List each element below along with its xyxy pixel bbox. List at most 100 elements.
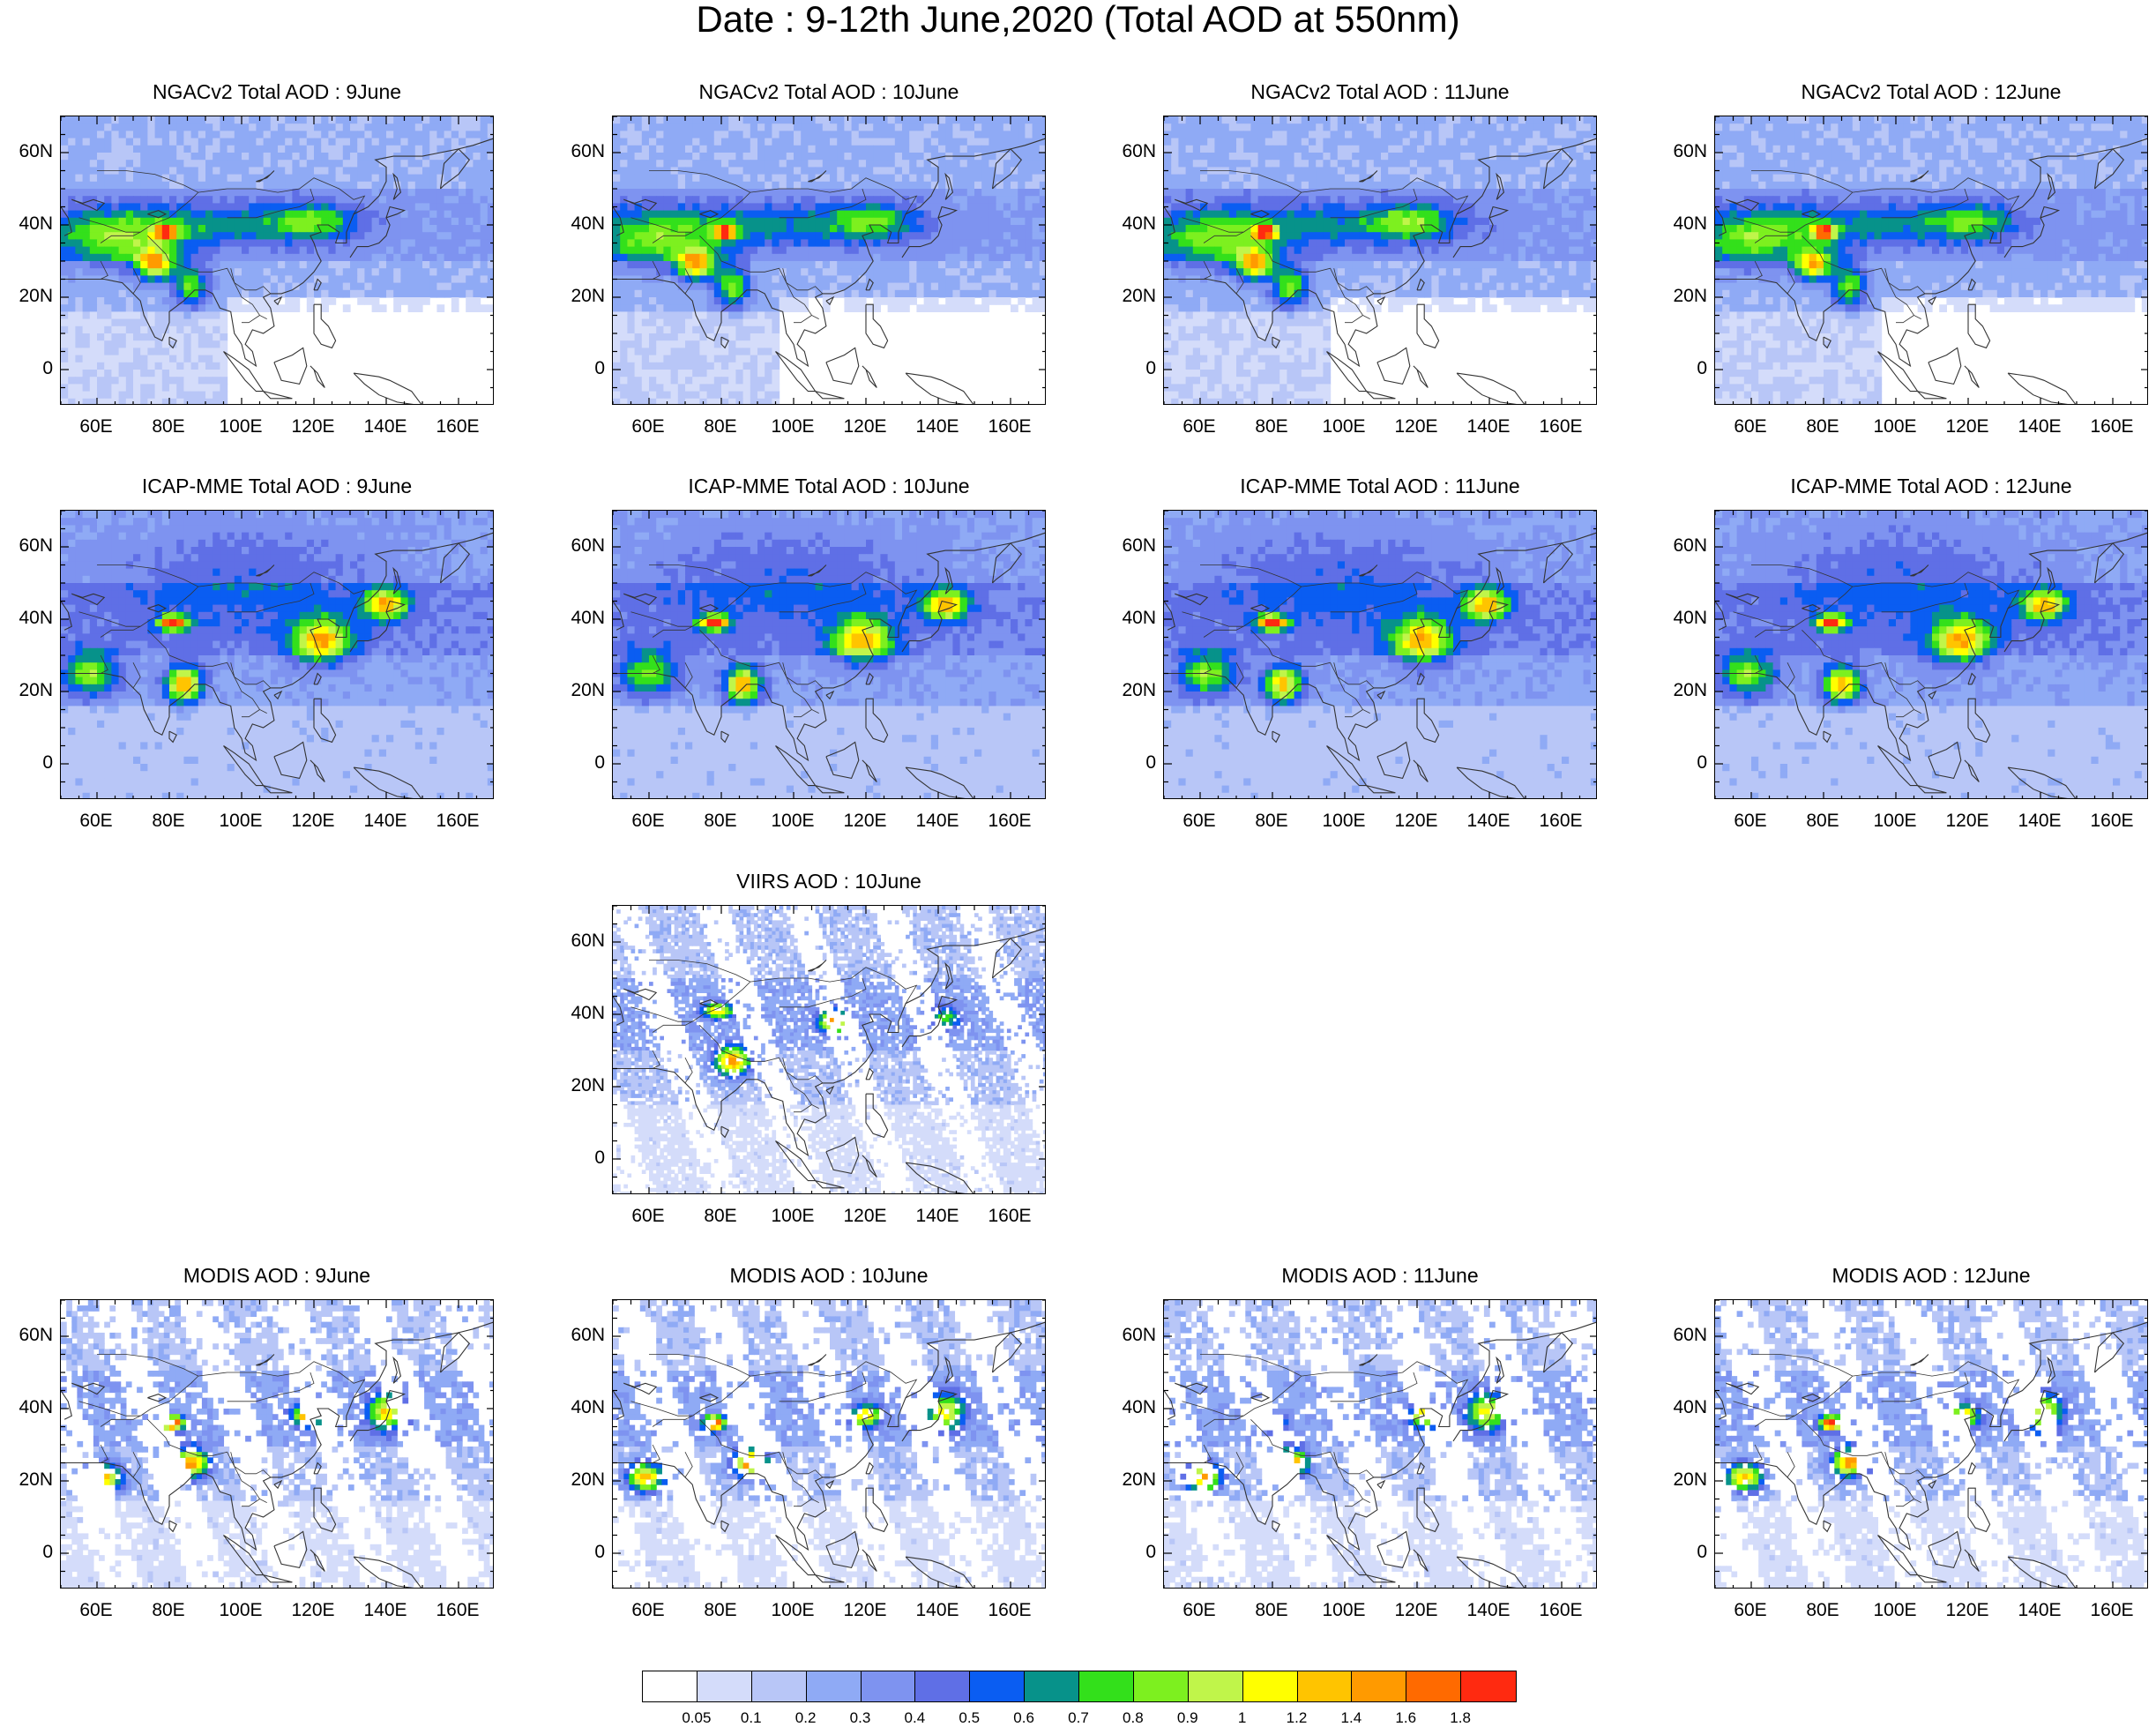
aod-cell [422,131,430,139]
aod-cell [350,268,358,276]
aod-cell [735,131,744,139]
aod-cell [959,217,968,226]
aod-cell [1395,196,1404,204]
aod-cell [1011,282,1018,291]
aod-cell [844,217,853,226]
aod-cell [830,246,838,255]
aod-cell [371,261,380,269]
aod-cell [620,297,628,305]
aod-cell [735,167,744,176]
aod-cell [786,239,795,248]
aod-cell [887,189,896,197]
aod-cell [1192,174,1201,183]
aod-cell [699,355,708,363]
aod-cell [966,189,975,197]
aod-cell [844,189,853,197]
aod-cell [685,261,693,269]
aod-cell [938,167,946,176]
aod-cell [198,318,206,327]
aod-cell [75,189,84,197]
aod-cell [750,160,758,168]
aod-cell [140,384,148,392]
aod-cell [728,289,736,298]
aod-cell [161,167,170,176]
aod-cell [1453,153,1461,161]
aod-cell [1192,210,1201,219]
aod-cell [125,370,134,378]
aod-cell [480,232,489,240]
aod-cell [183,145,192,153]
aod-cell [176,116,184,124]
aod-cell [278,153,286,161]
aod-cell [613,253,621,262]
country-border [652,231,693,243]
aod-cell [627,282,636,291]
aod-cell [234,181,242,190]
aod-cell [1453,116,1461,124]
aod-cell [656,196,664,204]
aod-cell [808,131,817,139]
aod-cell [1294,145,1302,153]
aod-cell [1467,153,1476,161]
aod-cell [1352,189,1360,197]
aod-cell [1533,203,1541,212]
aod-cell [1171,123,1179,131]
aod-cell [988,167,997,176]
aod-cell [981,304,989,312]
aod-cell [750,181,758,190]
aod-cell [952,275,961,284]
aod-cell [1547,131,1555,139]
aod-cell [459,145,466,153]
aod-cell [1526,153,1533,161]
aod-cell [234,174,242,183]
aod-cell [1547,196,1555,204]
aod-cell [393,196,401,204]
aod-cell [750,145,758,153]
aod-cell [1025,189,1033,197]
aod-cell [873,131,881,139]
aod-cell [916,246,925,255]
aod-cell [68,304,76,312]
aod-cell [1316,160,1324,168]
aod-cell [822,239,831,248]
aod-cell [306,167,315,176]
aod-cell [161,289,170,298]
aod-cell [938,210,946,219]
aod-cell [1373,153,1382,161]
aod-cell [400,167,409,176]
aod-cell [198,203,206,212]
aod-cell [699,362,708,370]
aod-cell [794,145,802,153]
aod-cell [328,145,337,153]
aod-cell [692,116,700,124]
aod-cell [1388,196,1396,204]
aod-cell [190,123,199,131]
aod-cell [154,153,163,161]
aod-cell [670,340,679,348]
aod-cell [378,232,387,240]
aod-cell [1323,217,1332,226]
coastline [353,372,422,404]
aod-cell [270,160,279,168]
aod-cell [945,261,953,269]
aod-cell [292,275,301,284]
aod-cell [176,196,184,204]
aod-cell [1294,153,1302,161]
aod-cell [1018,116,1026,124]
aod-cell [656,261,664,269]
aod-cell [930,145,939,153]
aod-cell [220,174,228,183]
aod-cell [1547,203,1555,212]
aod-cell [1503,174,1512,183]
aod-cell [1171,131,1179,139]
aod-cell [1243,153,1251,161]
aod-cell [735,311,744,320]
aod-cell [649,116,657,124]
aod-cell [902,275,910,284]
aod-cell [328,174,337,183]
aod-cell [306,225,315,233]
aod-cell [1309,203,1317,212]
aod-cell [335,246,344,255]
aod-cell [894,225,903,233]
aod-cell [205,217,213,226]
